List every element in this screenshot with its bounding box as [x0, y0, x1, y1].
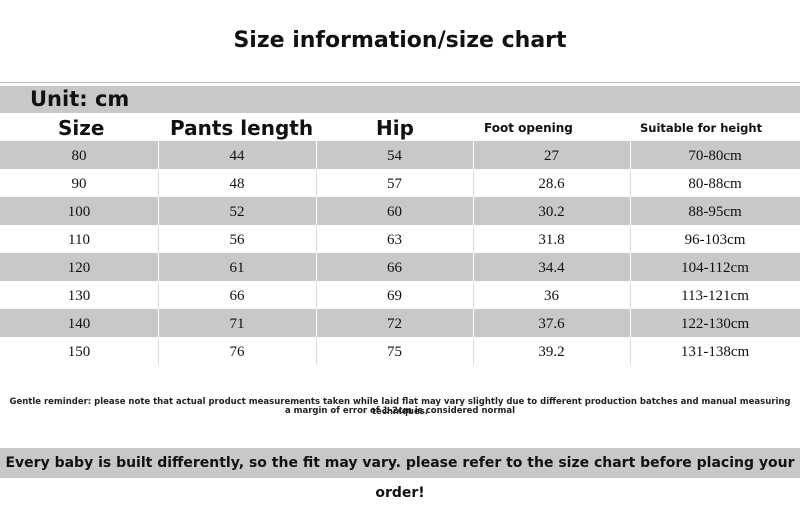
cell-separator: [316, 253, 317, 281]
cell-separator: [630, 169, 631, 197]
table-cell: 113-121cm: [681, 288, 749, 304]
cell-separator: [473, 197, 474, 225]
table-cell: 48: [229, 176, 245, 192]
divider: [0, 82, 800, 83]
unit-label: Unit: cm: [30, 87, 130, 111]
table-cell: 66: [387, 260, 402, 276]
cell-separator: [316, 169, 317, 197]
table-cell: 31.8: [538, 232, 565, 248]
cell-separator: [473, 281, 474, 309]
table-cell: 44: [229, 148, 245, 164]
table-cell: 96-103cm: [684, 232, 746, 248]
table-cell: 39.2: [538, 344, 565, 360]
table-cell: 57: [387, 176, 402, 192]
column-header: Suitable for height: [640, 121, 763, 135]
cell-separator: [630, 141, 631, 169]
table-cell: 90: [71, 176, 87, 192]
table-cell: 27: [544, 148, 559, 164]
cell-separator: [630, 281, 631, 309]
column-header: Size: [58, 116, 105, 140]
table-cell: 140: [67, 316, 91, 332]
table-cell: 36: [544, 288, 559, 304]
reminder-note: Gentle reminder: please note that actual…: [9, 397, 791, 417]
table-cell: 37.6: [538, 316, 565, 332]
table-cell: 54: [387, 148, 402, 164]
table-cell: 150: [67, 344, 91, 360]
table-cell: 70-80cm: [688, 148, 742, 164]
cell-separator: [158, 253, 159, 281]
page: {"header": {"title": "Size information/s…: [0, 28, 800, 501]
column-header: Hip: [376, 116, 414, 140]
table-row: 90 48 57 28.6 80-88cm: [0, 169, 800, 197]
cell-separator: [316, 309, 317, 337]
cell-separator: [158, 225, 159, 253]
cell-separator: [630, 253, 631, 281]
table-cell: 76: [229, 344, 245, 360]
table-row: 130 66 69 36 113-121cm: [0, 281, 800, 309]
title: Size information/size chart: [233, 28, 567, 53]
table-row: 150 76 75 39.2 131-138cm: [0, 337, 800, 365]
cell-separator: [316, 141, 317, 169]
table-cell: 30.2: [538, 204, 565, 220]
cell-separator: [316, 225, 317, 253]
cell-separator: [473, 141, 474, 169]
cell-separator: [316, 197, 317, 225]
cell-separator: [158, 309, 159, 337]
footer-band: [0, 448, 800, 478]
table-cell: 80-88cm: [688, 176, 742, 192]
cell-separator: [158, 281, 159, 309]
column-header: Pants length: [170, 116, 314, 140]
table-row: 110 56 63 31.8 96-103cm: [0, 225, 800, 253]
table-cell: 66: [229, 288, 245, 304]
table-row: 100 52 60 30.2 88-95cm: [0, 197, 800, 225]
table-cell: 63: [387, 232, 402, 248]
reminder-note: a margin of error of 1-2cm is considered…: [284, 406, 516, 416]
footer-text: Every baby is built differently, so the …: [5, 455, 795, 501]
table-cell: 110: [68, 232, 90, 248]
table-row: 140 71 72 37.6 122-130cm: [0, 309, 800, 337]
cell-separator: [473, 169, 474, 197]
column-header: Foot opening: [484, 121, 573, 135]
table-cell: 34.4: [538, 260, 565, 276]
cell-separator: [158, 337, 159, 365]
cell-separator: [630, 337, 631, 365]
cell-separator: [158, 141, 159, 169]
table-cell: 72: [387, 316, 402, 332]
table-cell: 130: [67, 288, 91, 304]
table-cell: 28.6: [538, 176, 565, 192]
table-cell: 122-130cm: [680, 316, 750, 332]
cell-separator: [316, 337, 317, 365]
table-cell: 100: [67, 204, 91, 220]
table-cell: 71: [229, 316, 245, 332]
table-cell: 52: [229, 204, 245, 220]
table-cell: 60: [387, 204, 402, 220]
table-cell: 80: [71, 148, 87, 164]
cell-separator: [473, 309, 474, 337]
cell-separator: [473, 253, 474, 281]
table-cell: 131-138cm: [680, 344, 750, 360]
table-cell: 75: [387, 344, 402, 360]
table-row: 80 44 54 27 70-80cm: [0, 141, 800, 169]
cell-separator: [158, 197, 159, 225]
cell-separator: [316, 281, 317, 309]
table-cell: 56: [229, 232, 245, 248]
table-cell: 104-112cm: [681, 260, 749, 276]
table-cell: 61: [229, 260, 245, 276]
unit-band: [0, 86, 800, 113]
table-cell: 69: [387, 288, 402, 304]
cell-separator: [473, 337, 474, 365]
cell-separator: [630, 309, 631, 337]
cell-separator: [473, 225, 474, 253]
cell-separator: [158, 169, 159, 197]
cell-separator: [630, 197, 631, 225]
cell-separator: [630, 225, 631, 253]
table-cell: 88-95cm: [688, 204, 742, 220]
table-row: 120 61 66 34.4 104-112cm: [0, 253, 800, 281]
table-cell: 120: [67, 260, 91, 276]
